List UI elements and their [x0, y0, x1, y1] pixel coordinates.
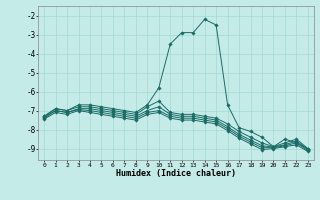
X-axis label: Humidex (Indice chaleur): Humidex (Indice chaleur)	[116, 169, 236, 178]
